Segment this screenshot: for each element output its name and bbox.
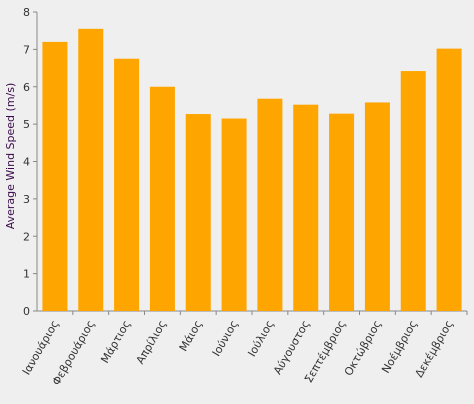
y-tick-label: 8	[23, 6, 30, 19]
x-tick-label: Ιούλιος	[245, 318, 276, 359]
y-tick-label: 6	[23, 81, 30, 94]
y-axis-label: Average Wind Speed (m/s)	[4, 83, 17, 230]
bar	[329, 113, 355, 311]
bar	[364, 102, 390, 311]
bar	[400, 71, 426, 312]
bar	[257, 98, 283, 312]
bar	[114, 58, 140, 311]
x-tick-label: Οκτώβριος	[342, 318, 384, 378]
x-tick-label: Μάρτιος	[98, 318, 133, 365]
x-tick-label: Ιανουάριος	[20, 318, 62, 377]
bar	[78, 28, 104, 311]
y-tick-label: 0	[23, 305, 30, 318]
y-tick-label: 5	[23, 118, 30, 131]
bar	[221, 118, 247, 311]
bar	[185, 114, 211, 311]
y-tick-label: 4	[23, 156, 30, 169]
x-tick-label: Μάιος	[177, 318, 205, 354]
bar	[42, 41, 68, 312]
y-tick-label: 3	[23, 193, 30, 206]
y-tick-label: 2	[23, 230, 30, 243]
x-tick-label: Απρίλιος	[134, 318, 169, 366]
x-tick-label: Δεκέμβριος	[413, 318, 456, 380]
bar	[293, 104, 319, 311]
x-tick-label: Αύγουστος	[271, 318, 312, 377]
x-tick-label: Ιούνιος	[210, 318, 241, 359]
y-tick-label: 1	[23, 268, 30, 281]
y-tick-label: 7	[23, 43, 30, 56]
bar	[436, 48, 462, 311]
x-tick-label: Νοέμβριος	[379, 318, 420, 375]
bar	[149, 86, 175, 311]
